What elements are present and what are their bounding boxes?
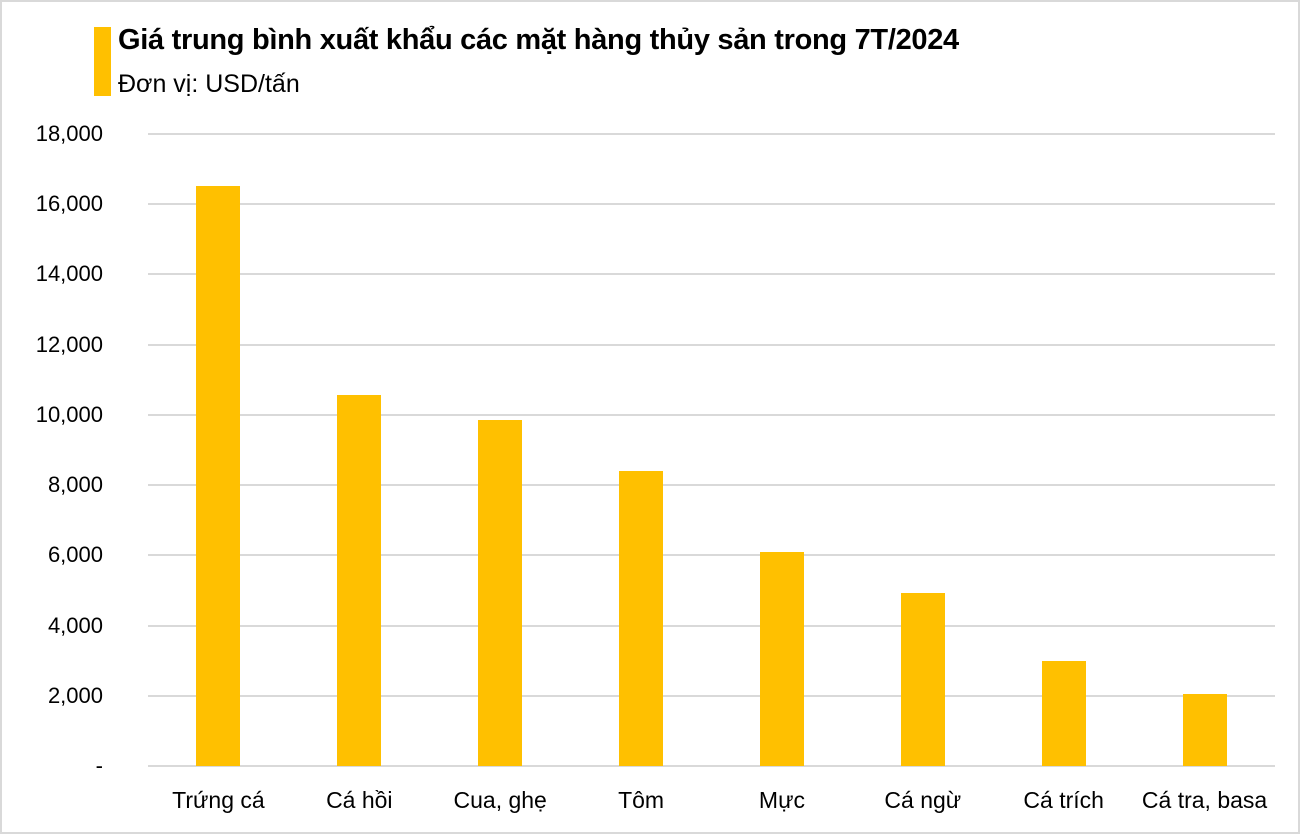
y-tick-label: 16,000 (35, 191, 103, 217)
y-tick-label: - (95, 753, 103, 778)
bar (759, 552, 804, 766)
bar (1182, 694, 1227, 766)
plot-area (148, 133, 1275, 767)
gridline (148, 133, 1275, 135)
gridline (148, 694, 1275, 697)
title-accent-bar (94, 27, 111, 96)
gridline (148, 765, 1275, 767)
y-tick-label: 12,000 (35, 331, 103, 357)
chart-subtitle: Đơn vị: USD/tấn (118, 70, 300, 98)
x-tick-label: Cá hồi (326, 787, 393, 813)
y-tick-label: 10,000 (35, 401, 103, 427)
gridline (148, 413, 1275, 416)
y-tick-label: 2,000 (47, 682, 103, 708)
gridline (148, 624, 1275, 627)
bar (337, 394, 382, 766)
gridline (148, 484, 1275, 487)
gridline (148, 343, 1275, 346)
y-tick-label: 4,000 (47, 612, 103, 638)
chart-title: Giá trung bình xuất khẩu các mặt hàng th… (118, 24, 959, 56)
gridline (148, 203, 1275, 206)
bar (1041, 661, 1086, 766)
x-tick-label: Cá ngừ (884, 787, 962, 813)
y-tick-label: 8,000 (47, 472, 103, 498)
bar (196, 185, 241, 766)
bar (478, 420, 523, 766)
gridline (148, 273, 1275, 276)
x-tick-label: Trứng cá (172, 787, 265, 813)
bar (900, 592, 945, 766)
y-tick-label: 14,000 (35, 261, 103, 287)
x-tick-label: Cua, ghẹ (453, 787, 547, 813)
x-tick-label: Mực (758, 787, 805, 813)
bar (619, 471, 664, 766)
x-tick-label: Cá tra, basa (1141, 787, 1268, 813)
x-tick-label: Cá trích (1023, 787, 1104, 813)
x-tick-label: Tôm (618, 787, 665, 813)
gridline (148, 554, 1275, 557)
y-tick-label: 18,000 (35, 121, 103, 146)
y-tick-label: 6,000 (47, 542, 103, 568)
